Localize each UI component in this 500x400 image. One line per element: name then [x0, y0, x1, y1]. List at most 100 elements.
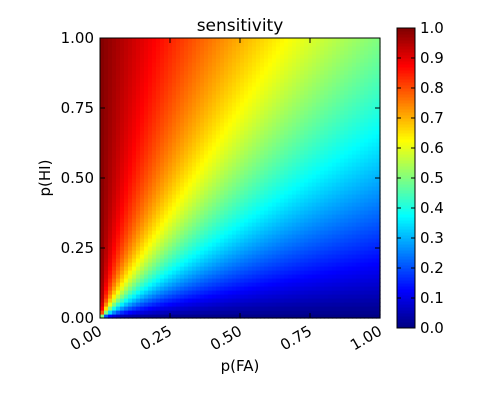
heatmap-cell — [108, 170, 113, 175]
heatmap-cell — [124, 106, 129, 111]
heatmap-cell — [348, 162, 353, 167]
heatmap-cell — [276, 226, 281, 231]
heatmap-cell — [204, 246, 209, 251]
heatmap-cell — [100, 126, 105, 131]
heatmap-cell — [364, 226, 369, 231]
heatmap-cell — [360, 182, 365, 187]
heatmap-cell — [140, 298, 145, 303]
heatmap-cell — [196, 178, 201, 183]
heatmap-cell — [132, 98, 137, 103]
heatmap-cell — [284, 38, 289, 43]
heatmap-cell — [244, 306, 249, 311]
heatmap-cell — [272, 126, 277, 131]
heatmap-cell — [260, 154, 265, 159]
heatmap-cell — [364, 38, 369, 43]
heatmap-cell — [104, 74, 109, 79]
heatmap-cell — [216, 190, 221, 195]
heatmap-cell — [284, 122, 289, 127]
heatmap-cell — [264, 198, 269, 203]
heatmap-cell — [320, 138, 325, 143]
heatmap-cell — [136, 82, 141, 87]
heatmap-cell — [296, 54, 301, 59]
heatmap-cell — [188, 274, 193, 279]
heatmap-cell — [192, 230, 197, 235]
heatmap-cell — [176, 62, 181, 67]
heatmap-cell — [236, 230, 241, 235]
heatmap-cell — [248, 238, 253, 243]
heatmap-cell — [372, 38, 377, 43]
heatmap-cell — [348, 98, 353, 103]
colorbar: 0.00.10.20.30.40.50.60.70.80.91.0 — [396, 19, 444, 337]
heatmap-cell — [348, 202, 353, 207]
heatmap-cell — [112, 42, 117, 47]
heatmap-cell — [336, 262, 341, 267]
heatmap-cell — [268, 286, 273, 291]
heatmap-cell — [328, 218, 333, 223]
heatmap-cell — [220, 226, 225, 231]
heatmap-cell — [260, 234, 265, 239]
heatmap-cell — [184, 258, 189, 263]
heatmap-cell — [136, 134, 141, 139]
heatmap-cell — [332, 306, 337, 311]
heatmap-cell — [252, 266, 257, 271]
heatmap-cell — [360, 114, 365, 119]
heatmap-cell — [284, 62, 289, 67]
heatmap-cell — [324, 98, 329, 103]
heatmap-cell — [132, 42, 137, 47]
heatmap-cell — [272, 38, 277, 43]
heatmap-cell — [192, 74, 197, 79]
heatmap-cell — [316, 238, 321, 243]
heatmap-cell — [304, 118, 309, 123]
heatmap-cell — [296, 114, 301, 119]
heatmap-cell — [184, 314, 189, 319]
heatmap-cell — [368, 38, 373, 43]
heatmap-cell — [364, 50, 369, 55]
heatmap-cell — [276, 270, 281, 275]
heatmap-cell — [348, 286, 353, 291]
heatmap-cell — [324, 270, 329, 275]
heatmap-cell — [216, 314, 221, 319]
heatmap-cell — [284, 182, 289, 187]
heatmap-cell — [228, 282, 233, 287]
heatmap-cell — [308, 82, 313, 87]
heatmap-cell — [308, 78, 313, 83]
heatmap-cell — [128, 178, 133, 183]
heatmap-cell — [284, 222, 289, 227]
heatmap-cell — [324, 38, 329, 43]
heatmap-cell — [156, 286, 161, 291]
heatmap-cell — [128, 174, 133, 179]
colorbar-segment — [397, 178, 415, 182]
heatmap-cell — [156, 282, 161, 287]
heatmap-cell — [308, 90, 313, 95]
heatmap-cell — [224, 114, 229, 119]
heatmap-cell — [324, 314, 329, 319]
heatmap-cell — [376, 258, 381, 263]
heatmap-cell — [148, 130, 153, 135]
heatmap-cell — [292, 214, 297, 219]
heatmap-cell — [204, 258, 209, 263]
heatmap-cell — [132, 210, 137, 215]
heatmap-cell — [328, 314, 333, 319]
heatmap-cell — [368, 134, 373, 139]
heatmap-cell — [136, 282, 141, 287]
heatmap-cell — [364, 198, 369, 203]
heatmap-cell — [152, 162, 157, 167]
heatmap-cell — [344, 46, 349, 51]
heatmap-cell — [136, 194, 141, 199]
heatmap-cell — [220, 150, 225, 155]
heatmap-cell — [136, 78, 141, 83]
heatmap-cell — [256, 222, 261, 227]
heatmap-cell — [144, 210, 149, 215]
heatmap-cell — [264, 102, 269, 107]
heatmap-cell — [372, 282, 377, 287]
heatmap-cell — [272, 266, 277, 271]
heatmap-cell — [116, 218, 121, 223]
heatmap-cell — [164, 190, 169, 195]
heatmap-cell — [180, 298, 185, 303]
heatmap-cell — [108, 154, 113, 159]
heatmap-cell — [372, 270, 377, 275]
heatmap-cell — [164, 126, 169, 131]
heatmap-cell — [340, 314, 345, 319]
heatmap-cell — [320, 262, 325, 267]
colorbar-segment — [397, 157, 415, 161]
